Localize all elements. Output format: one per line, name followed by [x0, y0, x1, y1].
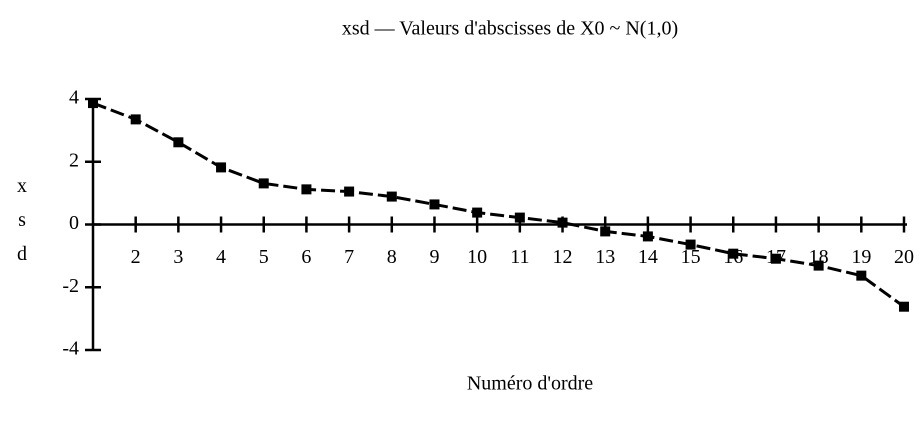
marker — [216, 162, 227, 173]
x-tick-label: 5 — [259, 246, 269, 268]
x-tick-label: 15 — [681, 246, 701, 268]
marker — [301, 184, 312, 195]
x-tick-label: 6 — [301, 246, 311, 268]
x-tick-label: 4 — [216, 246, 226, 268]
marker — [770, 253, 781, 264]
y-tick-label: -2 — [62, 275, 79, 297]
x-tick-label: 11 — [510, 246, 529, 268]
marker — [386, 191, 397, 202]
x-tick-label: 20 — [894, 246, 914, 268]
marker — [88, 98, 98, 109]
y-tick-label: 0 — [69, 212, 79, 234]
x-tick-label: 13 — [595, 246, 615, 268]
y-tick-label: -4 — [62, 338, 79, 360]
marker — [130, 114, 141, 125]
x-tick-label: 9 — [429, 246, 439, 268]
marker — [685, 239, 696, 250]
x-tick-label: 2 — [131, 246, 141, 268]
x-tick-label: 3 — [173, 246, 183, 268]
marker — [514, 212, 525, 223]
y-axis-label: xsd — [11, 175, 33, 277]
marker — [344, 186, 355, 197]
marker — [899, 301, 909, 312]
marker — [429, 199, 440, 210]
marker — [173, 137, 184, 148]
x-tick-label: 19 — [851, 246, 871, 268]
marker — [728, 248, 739, 259]
marker — [557, 217, 568, 228]
marker — [258, 178, 269, 189]
marker — [642, 231, 653, 242]
x-tick-label: 8 — [387, 246, 397, 268]
marker — [856, 270, 867, 281]
marker — [813, 260, 824, 271]
x-axis-label: Numéro d'ordre — [467, 373, 593, 395]
y-tick-label: 2 — [69, 149, 79, 171]
marker — [472, 207, 483, 218]
x-tick-label: 14 — [638, 246, 658, 268]
x-tick-label: 12 — [553, 246, 573, 268]
chart-title: xsd — Valeurs d'abscisses de X0 ~ N(1,0) — [342, 18, 678, 40]
y-tick-label: 4 — [69, 87, 79, 109]
line — [92, 101, 905, 308]
x-tick-label: 7 — [344, 246, 354, 268]
x-tick-label: 10 — [467, 246, 487, 268]
marker — [600, 226, 611, 237]
